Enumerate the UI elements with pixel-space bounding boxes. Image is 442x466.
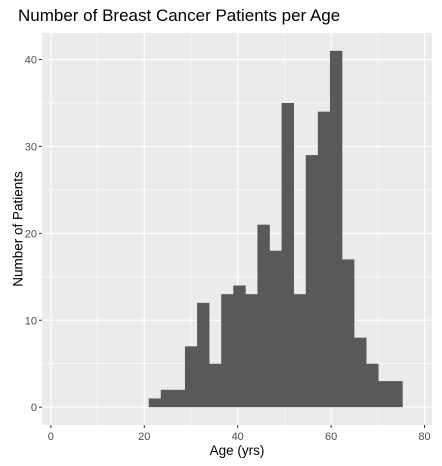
y-tick-label: 10 bbox=[25, 315, 37, 327]
histogram-bars bbox=[148, 50, 403, 408]
x-axis-title: Age (yrs) bbox=[210, 443, 265, 458]
histogram-bar bbox=[233, 285, 246, 408]
y-tick-label: 20 bbox=[25, 228, 37, 240]
histogram-bar bbox=[172, 389, 186, 408]
x-tick-label: 60 bbox=[325, 431, 337, 443]
histogram-bar bbox=[184, 346, 198, 408]
histogram-bar bbox=[329, 50, 343, 408]
x-tick-label: 0 bbox=[48, 431, 54, 443]
y-tick-label: 30 bbox=[25, 141, 37, 153]
y-tick-label: 0 bbox=[31, 402, 37, 414]
histogram-bar bbox=[378, 381, 391, 408]
histogram-bar bbox=[341, 259, 355, 408]
histogram-bar bbox=[221, 294, 234, 408]
x-tick-label: 80 bbox=[418, 431, 430, 443]
y-axis-ticks: 0 10 20 30 40 bbox=[25, 55, 42, 414]
y-tick-label: 40 bbox=[25, 55, 37, 67]
x-tick-label: 20 bbox=[138, 431, 150, 443]
histogram-bar bbox=[257, 224, 270, 408]
x-tick-label: 40 bbox=[232, 431, 244, 443]
histogram-bar bbox=[209, 363, 222, 408]
minor-gridlines bbox=[42, 33, 432, 425]
histogram-bar bbox=[390, 381, 403, 408]
x-axis-ticks: 0 20 40 60 80 bbox=[48, 425, 431, 443]
histogram-bar bbox=[148, 398, 162, 408]
histogram-bar bbox=[281, 102, 294, 408]
chart-title: Number of Breast Cancer Patients per Age bbox=[18, 6, 341, 25]
histogram-bar bbox=[197, 302, 210, 408]
histogram-bar bbox=[269, 250, 282, 408]
histogram-bar bbox=[245, 294, 258, 408]
histogram-bar bbox=[317, 111, 331, 408]
histogram-bar bbox=[354, 337, 367, 408]
y-axis-title: Number of Patients bbox=[11, 171, 26, 287]
histogram-bar bbox=[366, 363, 379, 408]
histogram-bar bbox=[293, 294, 307, 408]
histogram-bar bbox=[305, 155, 319, 408]
histogram-bar bbox=[160, 389, 174, 408]
